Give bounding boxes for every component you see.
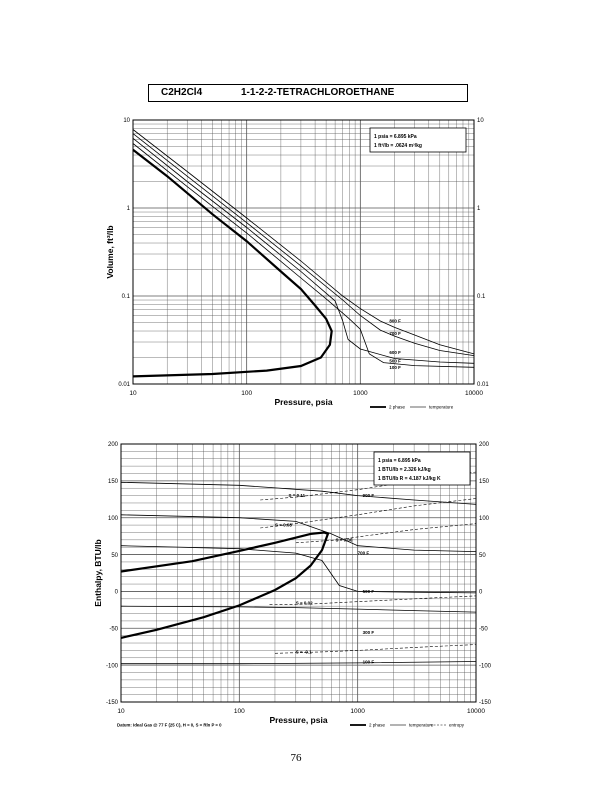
entropy-line [295, 523, 477, 544]
chemical-formula: C2H2Cl4 [161, 87, 203, 98]
y-tick-label: 100 [108, 516, 119, 522]
isotherm-label: 500 F [389, 359, 401, 364]
x-axis-label: Pressure, psia [269, 715, 327, 725]
y-tick-label: -100 [106, 663, 119, 669]
x-tick-label: 10000 [467, 708, 485, 715]
datum-footnote: Datum: Ideal Gas @ 77 F (25 C), H = 0, S… [117, 723, 222, 728]
y-tick-label: 0.01 [118, 382, 130, 388]
page-number: 76 [290, 752, 302, 764]
unit-note: 1 ft³/lb = .0624 m³/kg [374, 143, 422, 149]
volume-pressure-chart: 10 100 1000 10000 10 10 1 1 0.1 0.1 0.01 0.01 Pressu… [105, 118, 489, 410]
y-tick-label-right: 1 [477, 206, 481, 212]
x-tick-label: 100 [241, 390, 252, 397]
isotherm-line [132, 133, 475, 356]
y-tick-label-right: 0.01 [477, 382, 489, 388]
x-axis-label: Pressure, psia [274, 397, 332, 407]
isotherm-label: 600 F [389, 350, 401, 355]
y-tick-label-right: -50 [479, 626, 488, 632]
entropy-line [269, 595, 477, 605]
isotherm-label: 100 F [389, 365, 401, 370]
isotherm-label: 800 F [389, 318, 401, 323]
y-tick-label-right: -100 [479, 663, 492, 669]
y-tick-label-right: 0.1 [477, 294, 486, 300]
entropy-label: S = 0.06 [336, 537, 353, 542]
isotherm-label: 100 F [363, 660, 375, 665]
y-axis-label: Volume, ft³/lb [105, 225, 115, 278]
legend-label: entropy [449, 723, 465, 728]
y-tick-label: 1 [127, 206, 131, 212]
x-tick-label: 1000 [350, 708, 365, 715]
x-tick-label: 10000 [465, 390, 483, 397]
entropy-label: S = 0.02 [296, 601, 313, 606]
isotherm-line [120, 605, 477, 613]
x-tick-label: 10 [117, 708, 125, 715]
y-tick-label: -50 [109, 626, 118, 632]
x-tick-label: 10 [129, 390, 137, 397]
entropy-label: S = 0.11 [288, 493, 305, 498]
y-tick-label: -150 [106, 700, 119, 706]
y-tick-label-right: 100 [479, 516, 490, 522]
two-phase-curve [132, 148, 333, 378]
isotherm-label: 900 F [363, 493, 375, 498]
y-tick-label-right: 50 [479, 553, 486, 559]
entropy-label: S = 0.08 [275, 523, 292, 528]
isotherm-line [132, 143, 475, 368]
unit-notes-box [369, 127, 467, 153]
y-tick-label: 10 [123, 118, 130, 124]
isotherm-label: 500 F [363, 589, 375, 594]
y-tick-label-right: 0 [479, 590, 483, 596]
unit-note: 1 BTU/lb R = 4.187 kJ/kg K [378, 476, 441, 482]
isotherm-line [132, 137, 475, 364]
legend-label: 2 phase [369, 723, 386, 728]
unit-notes-box [373, 451, 471, 486]
enthalpy-pressure-chart: 10 100 1000 10000 200 200 150 150 100 100 50 50 0 0 -5… [93, 442, 492, 728]
isotherm-line [120, 481, 477, 505]
isotherm-label: 300 F [363, 630, 375, 635]
legend-label: temperature [409, 723, 434, 728]
chart-title-box: C2H2Cl4 1-1-2-2-TETRACHLOROETHANE [148, 84, 468, 102]
entropy-line [274, 644, 477, 654]
isotherm-line [132, 129, 475, 355]
y-tick-label-right: 150 [479, 479, 490, 485]
entropy-label: S = -0.1 [296, 649, 312, 654]
entropy-line [260, 498, 477, 529]
y-tick-label: 50 [111, 553, 118, 559]
legend-label: 2 phase [389, 405, 406, 410]
isotherm-label: 700 F [389, 331, 401, 336]
isotherm-label: 700 F [358, 551, 370, 556]
y-tick-label-right: 200 [479, 442, 490, 448]
y-tick-label: 0.1 [122, 294, 131, 300]
y-tick-label: 200 [108, 442, 119, 448]
plot-frame [120, 443, 477, 703]
y-tick-label: 150 [108, 479, 119, 485]
y-tick-label-right: -150 [479, 700, 492, 706]
y-tick-label-right: 10 [477, 118, 484, 124]
y-tick-label: 0 [115, 590, 119, 596]
compound-name: 1-1-2-2-TETRACHLOROETHANE [241, 87, 395, 98]
x-tick-label: 100 [234, 708, 245, 715]
x-tick-label: 1000 [353, 390, 368, 397]
unit-note: 1 psia = 6.895 kPa [374, 134, 417, 140]
plot-frame [132, 119, 475, 385]
two-phase-curve [120, 531, 330, 639]
unit-note: 1 BTU/lb = 2.326 kJ/kg [378, 467, 431, 473]
legend-label: temperature [429, 405, 454, 410]
isotherm-line [120, 545, 477, 594]
unit-note: 1 psia = 6.895 kPa [378, 458, 421, 464]
y-axis-label: Enthalpy, BTU/lb [93, 539, 103, 606]
isotherm-line [121, 661, 477, 665]
isotherm-line [120, 514, 477, 552]
